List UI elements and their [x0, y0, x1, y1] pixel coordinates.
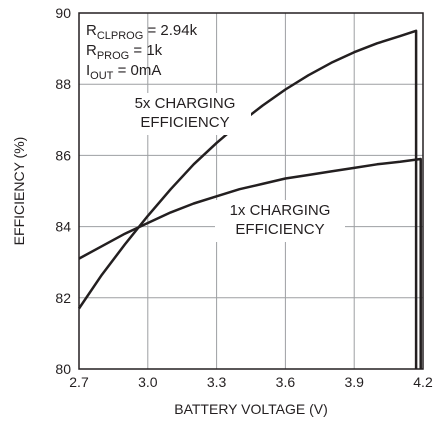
tick-labels: 2.7 3.0 3.3 3.6 3.9 4.2 80 82 84 86 88 90	[55, 5, 433, 390]
y-axis-title: EFFICIENCY (%)	[11, 137, 27, 246]
y-tick-label: 80	[55, 361, 71, 377]
x-axis-title: BATTERY VOLTAGE (V)	[174, 401, 328, 417]
y-tick-label: 90	[55, 5, 71, 21]
x-tick-label: 3.0	[138, 374, 158, 390]
series-label-1x-line: EFFICIENCY	[235, 221, 324, 238]
y-tick-label: 88	[55, 76, 71, 92]
y-tick-label: 82	[55, 290, 71, 306]
x-tick-label: 3.9	[344, 374, 364, 390]
y-tick-label: 84	[55, 219, 71, 235]
condition-value: = 1k	[129, 42, 162, 59]
x-tick-label: 3.3	[207, 374, 227, 390]
series-label-5x-line: EFFICIENCY	[140, 114, 229, 131]
condition-subscript: CLPROG	[97, 30, 143, 42]
series-line-1x-charging	[79, 159, 421, 369]
series-label-5x-line: 5x CHARGING	[135, 95, 236, 112]
condition-text: IOUT = 0mA	[86, 62, 161, 82]
x-tick-label: 3.6	[276, 374, 296, 390]
series-label-1x-line: 1x CHARGING	[230, 202, 331, 219]
condition-text: RCLPROG = 2.94k	[86, 22, 198, 42]
condition-value: = 2.94k	[143, 22, 197, 39]
condition-subscript: OUT	[90, 70, 114, 82]
x-tick-label: 2.7	[69, 374, 89, 390]
condition-text: RPROG = 1k	[86, 42, 163, 62]
condition-symbol: R	[86, 42, 97, 59]
condition-value: = 0mA	[113, 62, 161, 79]
x-tick-label: 4.2	[413, 374, 433, 390]
condition-symbol: R	[86, 22, 97, 39]
series-layer	[79, 31, 421, 369]
series-line-5x-charging	[79, 31, 416, 369]
condition-subscript: PROG	[97, 50, 129, 62]
y-tick-label: 86	[55, 147, 71, 163]
